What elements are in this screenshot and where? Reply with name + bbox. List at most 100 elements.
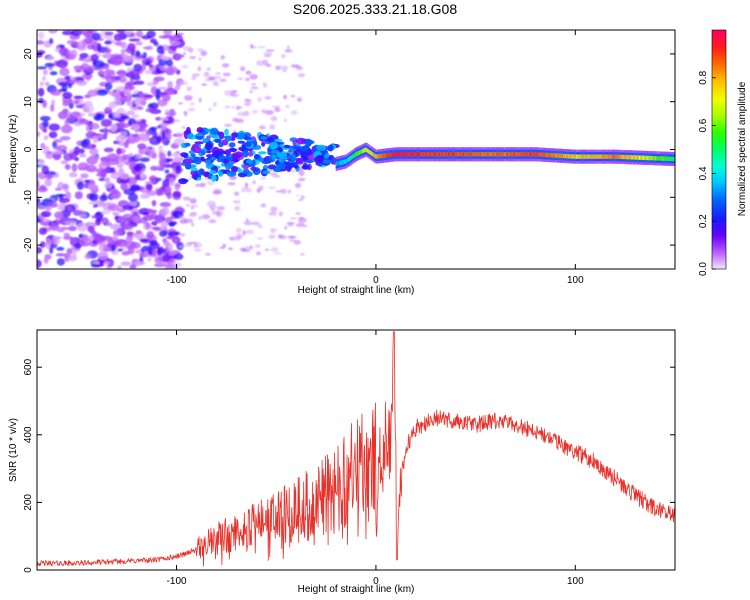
signal-blob [231,132,239,138]
noise-blob [123,222,134,231]
ridge-core [535,152,538,157]
ridge-core [388,152,390,158]
noise-blob [257,224,263,229]
ridge-core [616,154,618,159]
signal-blob [252,168,260,173]
ridge-core [440,152,443,157]
noise-blob [132,211,139,217]
ridge-core [598,154,601,159]
noise-blob [167,81,173,89]
ridge-core [456,152,458,157]
ridge-core [372,152,374,157]
ridge-core [441,152,444,157]
noise-blob [159,117,169,121]
signal-blob [237,168,243,174]
noise-blob [119,76,127,83]
noise-blobs [37,30,310,269]
ridge-core [359,150,361,155]
noise-blob [204,252,211,256]
noise-blob [115,134,126,143]
ridge-core [493,152,495,157]
ridge-core [433,152,436,157]
noise-blob [166,192,172,200]
ridge-core [629,155,631,160]
ridge-core [386,153,389,158]
ridge-core [439,152,441,157]
noise-blob [117,248,124,252]
noise-blob [191,222,195,227]
ridge-core [403,152,405,157]
noise-blob [147,190,158,196]
spectrogram-xlabel: Height of straight line (km) [298,285,415,296]
ridge-core [428,152,430,157]
ridge-core [370,151,373,156]
noise-blob [197,66,202,72]
noise-blob [148,64,153,68]
ridge-core [354,152,357,158]
noise-blob [44,171,57,176]
ridge-core [411,152,413,157]
signal-blob [292,139,297,146]
noise-blob [258,125,266,130]
noise-blob [56,258,66,266]
ridge-core [613,154,616,159]
noise-blob [78,167,89,171]
noise-blob [99,259,105,267]
noise-blob [220,55,226,60]
ridge-core [427,152,429,157]
noise-blob [293,239,301,245]
ridge-core [602,154,604,159]
ridge-core [634,155,637,160]
noise-blob [92,135,99,144]
noise-blob [144,69,153,75]
ridge-core [618,154,621,160]
ridge-core [572,154,574,159]
ridge-core [589,154,591,159]
noise-blob [178,205,183,208]
ridge-core [646,155,649,161]
ridge-core [590,154,592,159]
noise-blob [139,193,150,199]
ridge-core [607,154,610,159]
noise-blob [300,195,305,200]
ridge-core [410,152,413,157]
ridge-core [452,152,454,157]
noise-blob [245,246,250,251]
signal-blob [269,141,279,150]
ridge-core [390,152,393,158]
noise-blob [123,141,129,149]
noise-blob [73,65,83,71]
ridge-core [398,152,401,157]
noise-blob [58,81,69,87]
ridge-core [563,153,566,159]
signal-blob [244,141,252,148]
noise-blob [243,102,251,107]
ridge-core [365,147,367,152]
ridge-core [461,152,464,157]
signal-ridge [335,142,675,171]
noise-blob [269,172,278,176]
signal-blob [195,135,204,140]
noise-blob [133,97,146,106]
ridge-core [460,152,463,157]
ridge-core [366,148,369,153]
ridge-core [515,152,517,157]
ridge-core [338,160,341,166]
noise-blob [51,150,64,155]
noise-blob [149,102,159,109]
noise-blob [174,253,184,260]
noise-blob [68,172,78,178]
noise-blob [175,165,182,175]
1-xtick-label: 100 [567,576,584,587]
noise-blob [150,165,158,171]
noise-blob [126,110,136,116]
signal-blob [228,142,236,148]
noise-blob [76,181,84,190]
noise-blob [71,250,77,259]
noise-blob [163,30,173,36]
noise-blob [243,221,253,226]
ridge-core [415,152,417,157]
noise-blob [237,77,244,80]
signal-blob [196,126,204,134]
ridge-core [609,154,611,159]
